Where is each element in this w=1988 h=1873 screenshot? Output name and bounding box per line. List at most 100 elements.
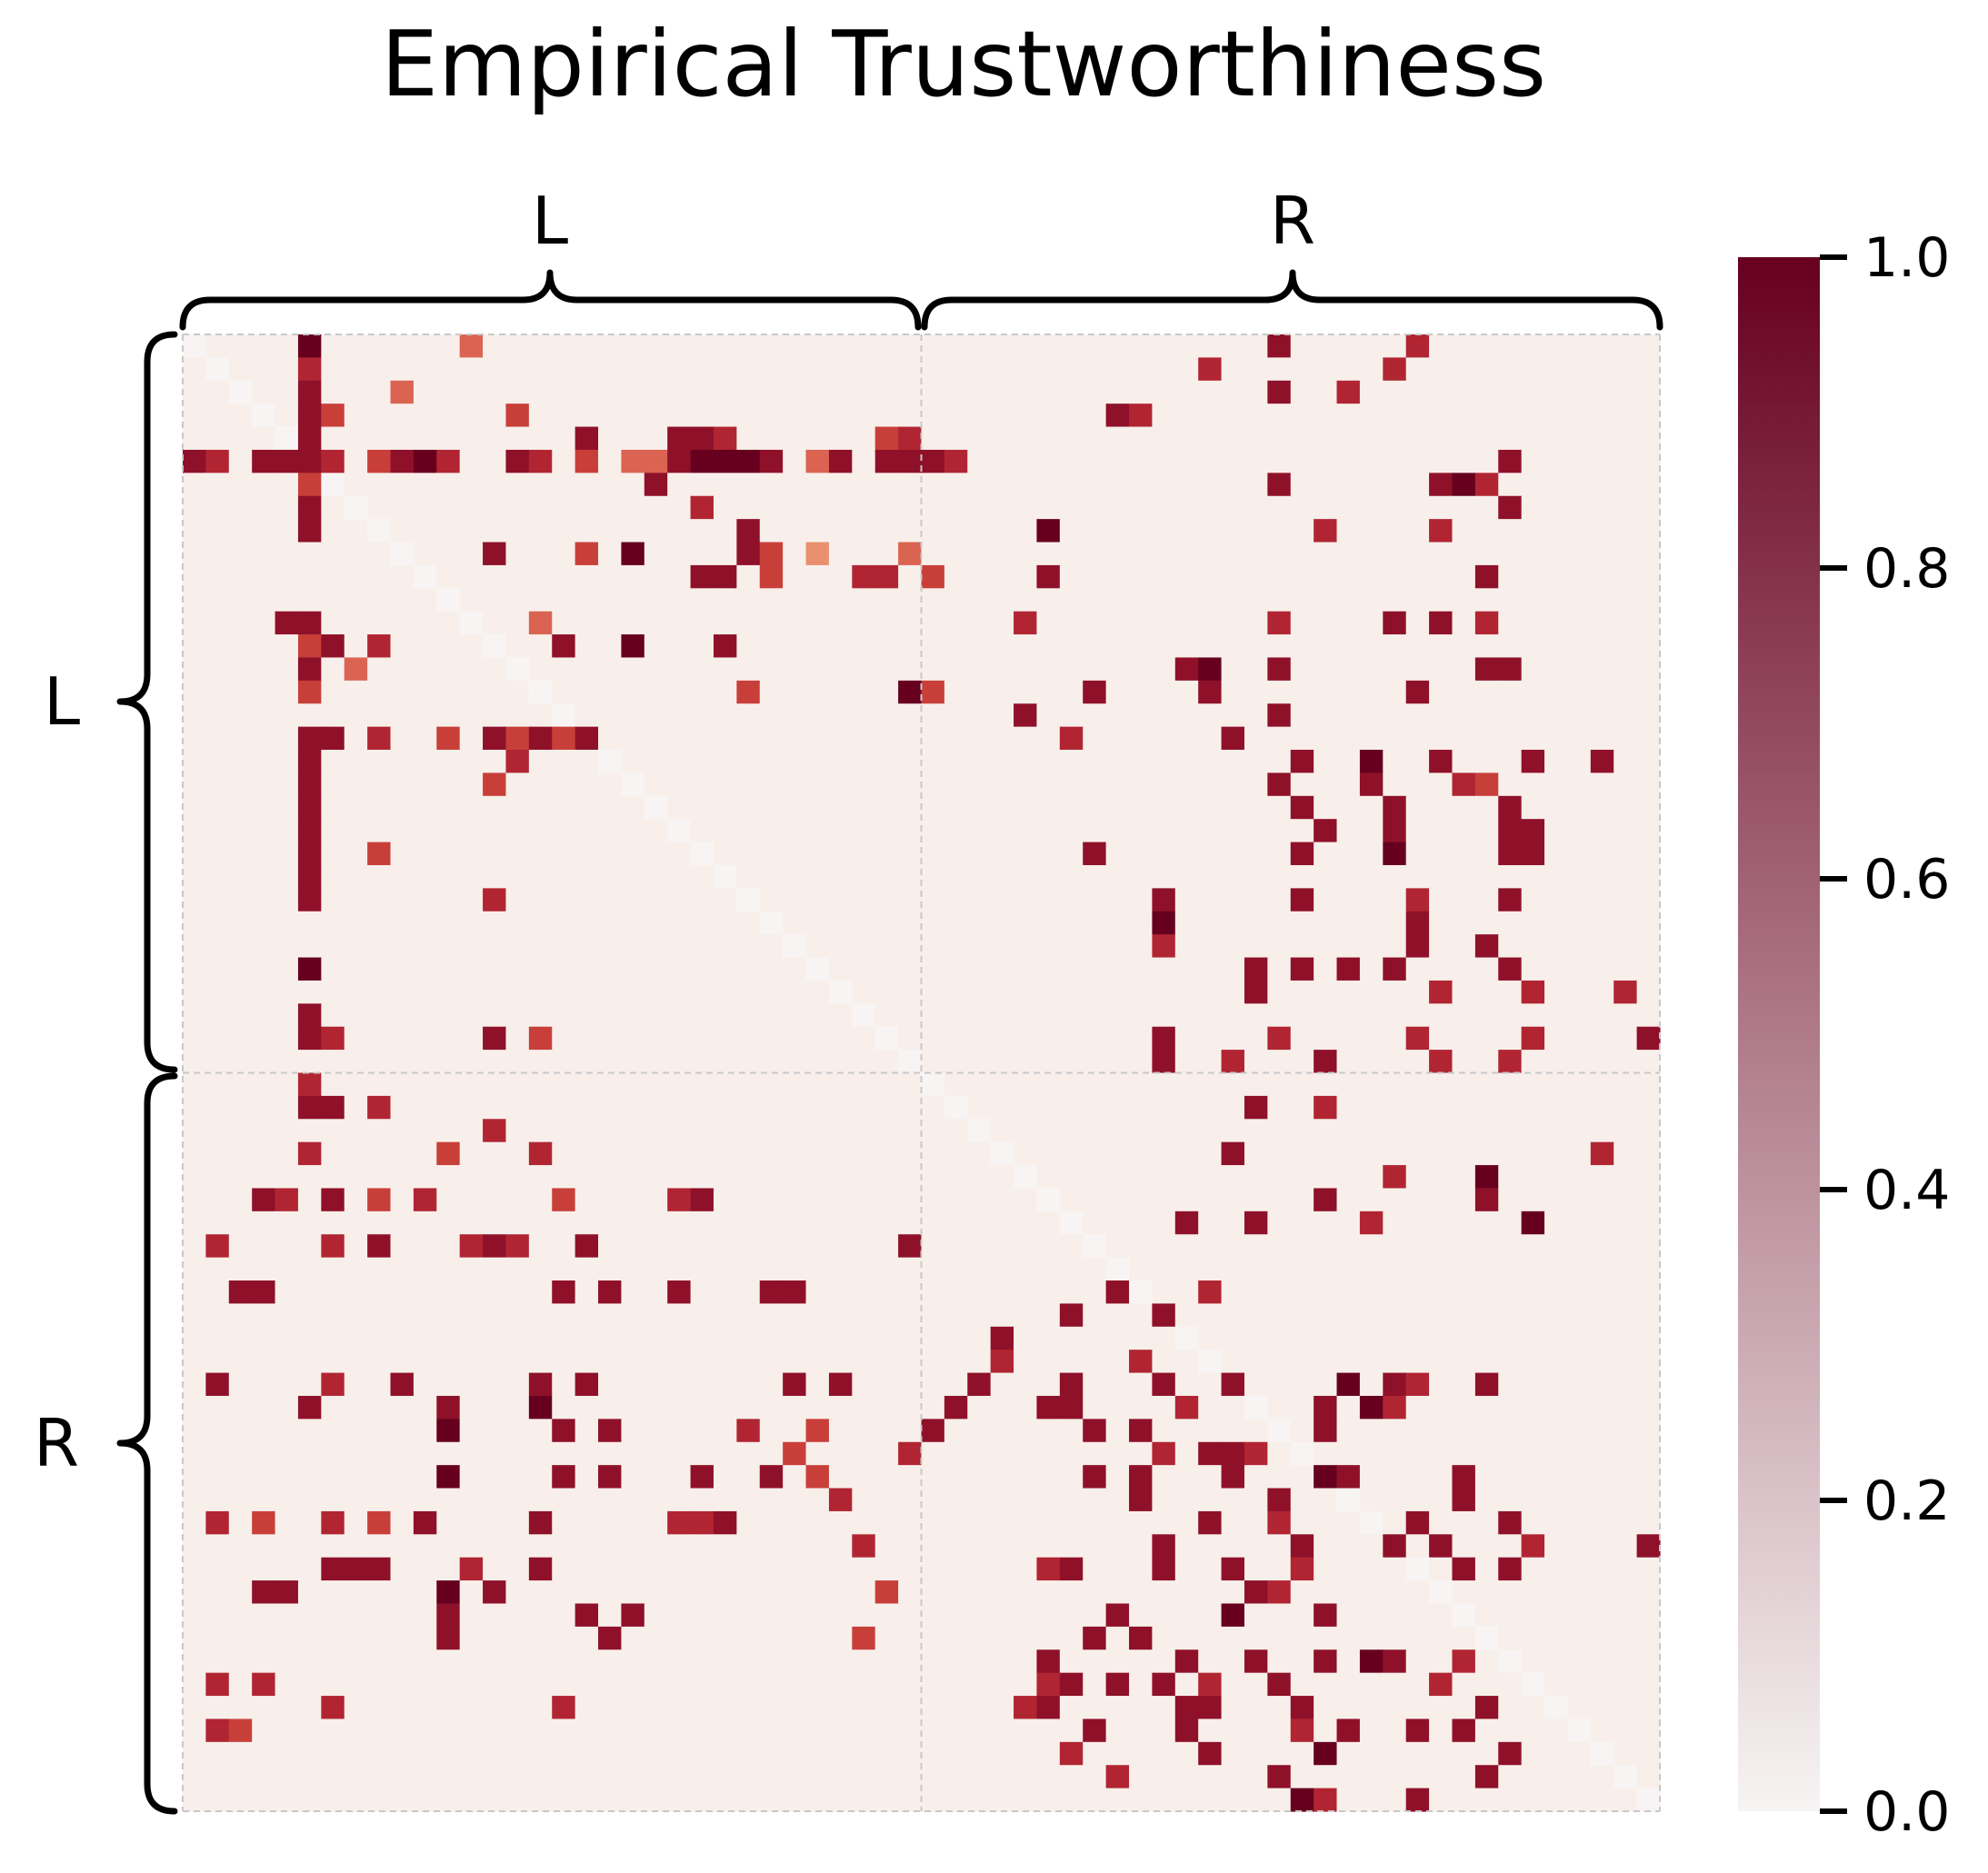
heatmap-cell: [1244, 1234, 1268, 1259]
heatmap-cell: [1059, 795, 1084, 820]
heatmap-cell: [1314, 934, 1338, 959]
heatmap-cell: [874, 1719, 899, 1743]
heatmap-cell: [1567, 911, 1592, 935]
heatmap-cell: [390, 1626, 415, 1650]
heatmap-cell: [1383, 1488, 1407, 1512]
heatmap-cell: [1198, 864, 1223, 889]
heatmap-cell: [228, 1788, 253, 1812]
heatmap-cell: [297, 588, 322, 613]
heatmap-cell: [1174, 380, 1199, 404]
heatmap-cell: [1198, 1234, 1223, 1259]
heatmap-cell: [1129, 842, 1154, 866]
heatmap-cell: [228, 357, 253, 382]
heatmap-cell: [1405, 1719, 1430, 1743]
heatmap-cell: [183, 1280, 206, 1305]
heatmap-cell: [228, 519, 253, 543]
heatmap-cell: [275, 1326, 299, 1350]
heatmap-cell: [1244, 980, 1268, 1004]
heatmap-cell: [805, 519, 830, 543]
heatmap-cell: [921, 726, 945, 751]
heatmap-cell: [1590, 1557, 1614, 1581]
heatmap-cell: [1290, 1003, 1314, 1028]
heatmap-cell: [483, 819, 507, 843]
heatmap-cell: [713, 1165, 737, 1190]
heatmap-cell: [1452, 1557, 1476, 1581]
heatmap-cell: [459, 1257, 484, 1281]
heatmap-cell: [1383, 564, 1407, 589]
heatmap-cell: [621, 911, 645, 935]
heatmap-cell: [528, 911, 553, 935]
heatmap-cell: [183, 403, 206, 428]
heatmap-cell: [944, 588, 968, 613]
heatmap-cell: [297, 1188, 322, 1212]
heatmap-cell: [459, 473, 484, 497]
heatmap-cell: [344, 795, 368, 820]
heatmap-cell: [1036, 1210, 1061, 1235]
heatmap-cell: [1544, 449, 1569, 473]
heatmap-cell: [598, 1395, 623, 1420]
heatmap-cell: [1383, 1441, 1407, 1466]
heatmap-cell: [1405, 703, 1430, 728]
heatmap-cell: [1567, 1303, 1592, 1328]
heatmap-cell: [783, 657, 807, 682]
heatmap-cell: [1452, 634, 1476, 659]
heatmap-cell: [1036, 1441, 1061, 1466]
heatmap-cell: [1636, 1465, 1661, 1489]
heatmap-cell: [736, 1557, 761, 1581]
heatmap-cell: [1429, 357, 1454, 382]
heatmap-cell: [367, 1626, 392, 1650]
heatmap-cell: [1405, 1280, 1430, 1305]
heatmap-cell: [1221, 795, 1245, 820]
heatmap-cell: [874, 357, 899, 382]
top-brace-r: [921, 269, 1663, 331]
heatmap-cell: [1429, 1350, 1454, 1374]
heatmap-cell: [552, 334, 576, 358]
heatmap-cell: [1059, 1626, 1084, 1650]
heatmap-cell: [1105, 750, 1130, 774]
heatmap-cell: [1359, 403, 1384, 428]
heatmap-cell: [297, 726, 322, 751]
heatmap-cell: [828, 1095, 853, 1120]
heatmap-cell: [1290, 1350, 1314, 1374]
heatmap-cell: [367, 495, 392, 520]
heatmap-cell: [436, 1165, 461, 1190]
heatmap-cell: [713, 334, 737, 358]
heatmap-cell: [1129, 1672, 1154, 1697]
heatmap-cell: [1383, 1188, 1407, 1212]
heatmap-cell: [297, 1465, 322, 1489]
heatmap-cell: [944, 1649, 968, 1674]
heatmap-cell: [252, 1350, 276, 1374]
heatmap-cell: [183, 1419, 206, 1443]
heatmap-cell: [921, 1165, 945, 1190]
heatmap-cell: [367, 842, 392, 866]
heatmap-cell: [1429, 772, 1454, 797]
heatmap-cell: [1129, 1580, 1154, 1605]
heatmap-cell: [183, 1303, 206, 1328]
heatmap-cell: [436, 588, 461, 613]
heatmap-cell: [1152, 680, 1176, 704]
heatmap-cell: [1636, 1765, 1661, 1789]
heatmap-cell: [874, 1072, 899, 1097]
heatmap-cell: [1036, 1557, 1061, 1581]
heatmap-cell: [1036, 357, 1061, 382]
heatmap-cell: [1198, 1441, 1223, 1466]
heatmap-cell: [1405, 449, 1430, 473]
heatmap-cell: [413, 519, 437, 543]
heatmap-cell: [736, 1326, 761, 1350]
heatmap-cell: [552, 357, 576, 382]
heatmap-cell: [1314, 864, 1338, 889]
heatmap-cell: [759, 1649, 784, 1674]
heatmap-cell: [713, 426, 737, 451]
heatmap-cell: [1105, 1095, 1130, 1120]
heatmap-cell: [252, 726, 276, 751]
heatmap-cell: [1014, 864, 1038, 889]
heatmap-cell: [1359, 911, 1384, 935]
heatmap-cell: [321, 864, 345, 889]
heatmap-cell: [1174, 1280, 1199, 1305]
heatmap-cell: [1429, 888, 1454, 912]
heatmap-cell: [183, 703, 206, 728]
heatmap-cell: [505, 864, 530, 889]
heatmap-cell: [1314, 980, 1338, 1004]
heatmap-cell: [1521, 1119, 1545, 1143]
heatmap-cell: [1105, 980, 1130, 1004]
